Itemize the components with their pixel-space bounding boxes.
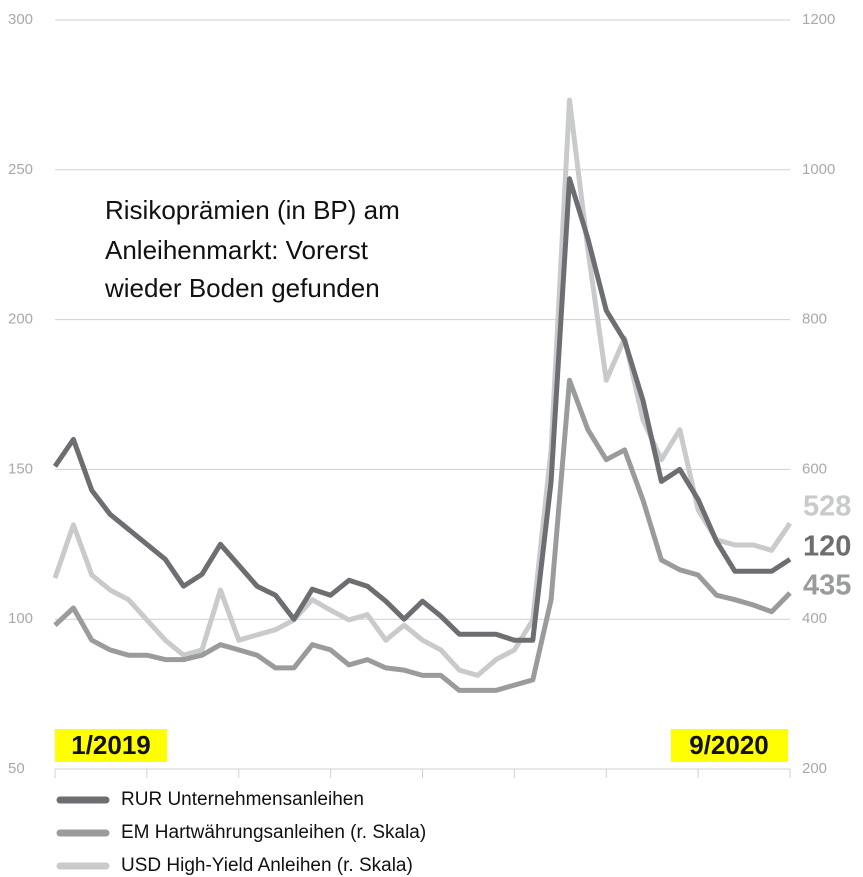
y2-tick-label: 800 [802,311,827,328]
y-tick-label: 250 [8,161,33,178]
annotation-bg [671,729,788,762]
end-label: 120 [803,531,851,563]
series-line [53,377,792,693]
annotation-bg [55,729,167,762]
lines [52,97,793,693]
y2-tick-label: 200 [802,760,827,777]
y-tick-label: 200 [8,311,33,328]
y2-tick-label: 600 [802,460,827,477]
series-line [52,97,793,678]
end-label: 528 [803,491,851,523]
y-tick-label: 150 [8,460,33,477]
series-line [52,176,792,643]
y2-tick-label: 400 [802,610,827,627]
y-tick-label: 50 [8,760,25,777]
chart-title: Anleihenmarkt: Vorerst [105,235,369,265]
annotation: 9/2020 [689,730,769,760]
y-tick-label: 100 [8,610,33,627]
y2-tick-label: 1200 [802,11,835,28]
chart-title: wieder Boden gefunden [104,273,380,303]
legend-label: RUR Unternehmensanleihen [121,789,364,810]
y2-tick-label: 1000 [802,161,835,178]
annotation: 1/2019 [71,730,151,760]
legend-label: EM Hartwährungsanleihen (r. Skala) [121,822,426,843]
end-label: 435 [803,570,851,602]
y-tick-label: 300 [8,11,33,28]
grid [54,19,791,778]
legend-label: USD High-Yield Anleihen (r. Skala) [121,855,413,876]
chart-title: Risikoprämien (in BP) am [105,195,400,225]
